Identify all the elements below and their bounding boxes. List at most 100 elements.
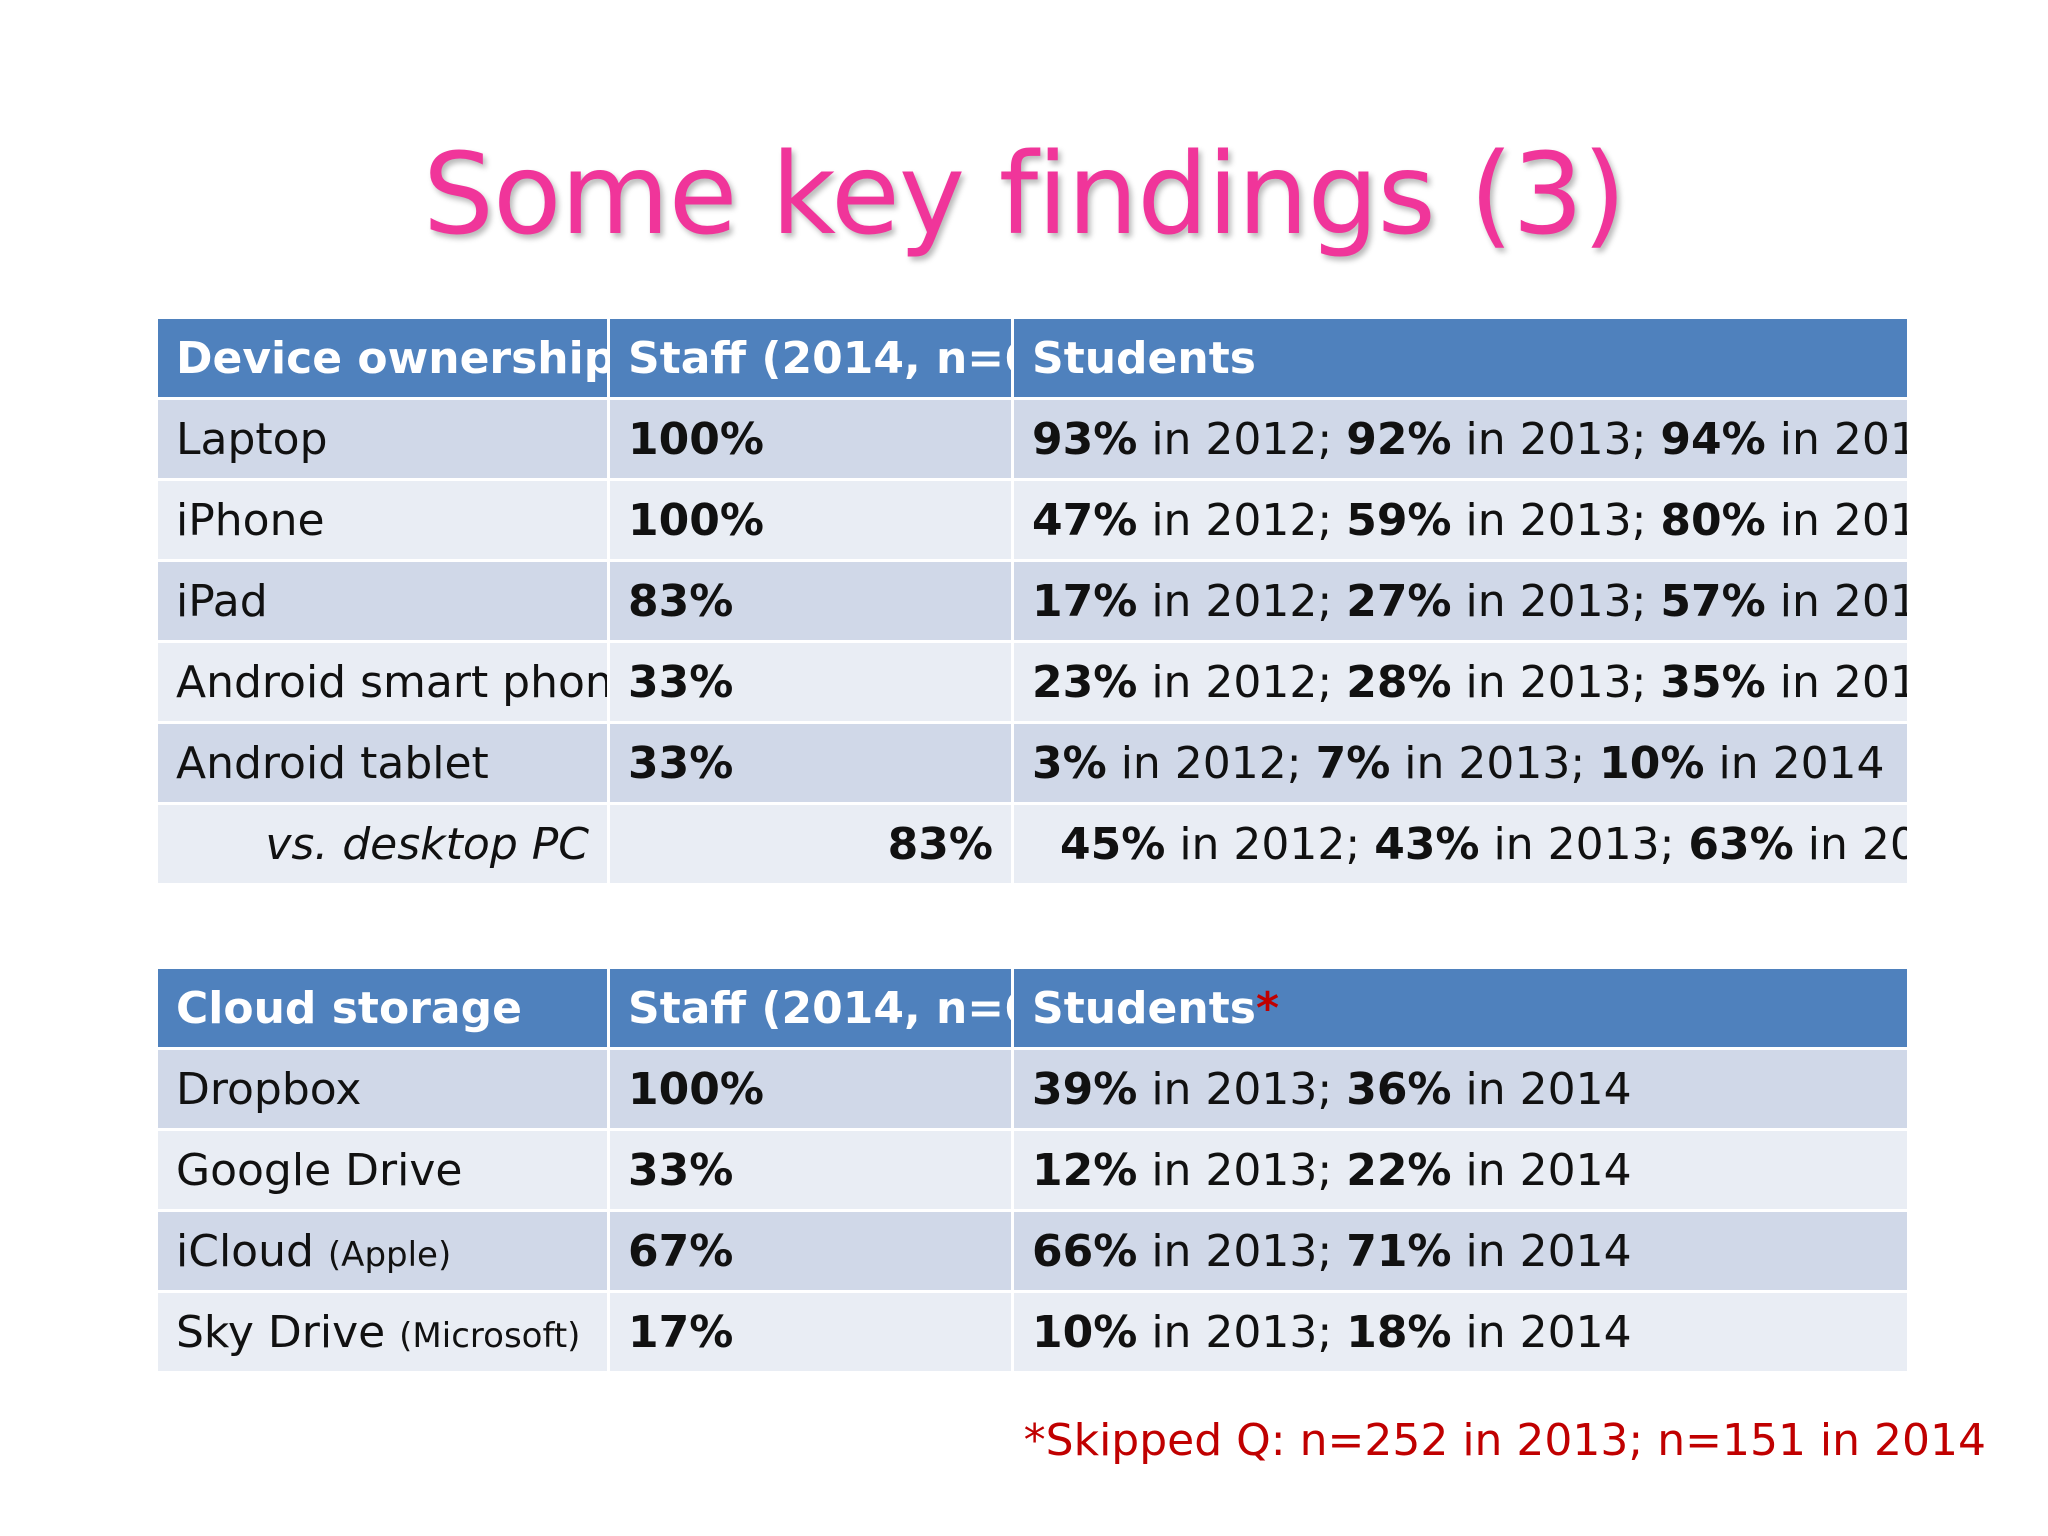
service-cell: Dropbox <box>155 1047 610 1131</box>
value: 93% <box>1032 413 1138 465</box>
students-cell: 3% in 2012; 7% in 2013; 10% in 2014 <box>1011 721 1910 805</box>
value: 36% <box>1346 1063 1452 1115</box>
students-cell: 93% in 2012; 92% in 2013; 94% in 2014 <box>1011 397 1910 481</box>
value: 18% <box>1346 1306 1452 1358</box>
staff-cell: 83% <box>607 802 1014 886</box>
footnote: *Skipped Q: n=252 in 2013; n=151 in 2014 <box>1023 1415 1986 1466</box>
students-cell: 66% in 2013; 71% in 2014 <box>1011 1209 1910 1293</box>
staff-cell: 67% <box>607 1209 1014 1293</box>
asterisk-marker: * <box>1255 982 1279 1034</box>
year-text: in 2014 <box>1779 494 1906 546</box>
value: 35% <box>1660 656 1766 708</box>
staff-cell: 83% <box>607 559 1014 643</box>
students-cell: 10% in 2013; 18% in 2014 <box>1011 1290 1910 1374</box>
year-text: in 2013; <box>1451 575 1661 627</box>
value: 71% <box>1346 1225 1452 1277</box>
year-text: in 2012; <box>1137 575 1347 627</box>
year-text: in 2013; <box>1137 1306 1347 1358</box>
students-cell: 12% in 2013; 22% in 2014 <box>1011 1128 1910 1212</box>
device-cell: Android smart phone <box>155 640 610 724</box>
year-text: in 2013; <box>1479 818 1689 870</box>
header-cloud-storage: Cloud storage <box>155 966 610 1050</box>
year-text: in 2012; <box>1106 737 1316 789</box>
table-header-row: Device ownership Staff (2014, n=6) Stude… <box>155 316 1910 400</box>
value: 92% <box>1346 413 1452 465</box>
service-cell: Google Drive <box>155 1128 610 1212</box>
year-text: in 2013; <box>1451 413 1661 465</box>
device-cell: Laptop <box>155 397 610 481</box>
year-text: in 2013; <box>1137 1225 1347 1277</box>
value: 23% <box>1032 656 1138 708</box>
device-cell: iPad <box>155 559 610 643</box>
table-row: Sky Drive (Microsoft) 17% 10% in 2013; 1… <box>155 1290 1910 1374</box>
year-text: in 2014 <box>1779 656 1906 708</box>
value: 17% <box>1032 575 1138 627</box>
value: 45% <box>1060 818 1166 870</box>
year-text: in 2014 <box>1451 1306 1632 1358</box>
staff-cell: 100% <box>607 478 1014 562</box>
table-row: iPhone 100% 47% in 2012; 59% in 2013; 80… <box>155 478 1910 562</box>
students-cell: 39% in 2013; 36% in 2014 <box>1011 1047 1910 1131</box>
staff-cell: 33% <box>607 640 1014 724</box>
students-cell: 47% in 2012; 59% in 2013; 80% in 2014 <box>1011 478 1910 562</box>
table-row: Laptop 100% 93% in 2012; 92% in 2013; 94… <box>155 397 1910 481</box>
value: 3% <box>1032 737 1107 789</box>
year-text: in 2013; <box>1137 1063 1347 1115</box>
device-cell: Android tablet <box>155 721 610 805</box>
year-text: in 2014 <box>1451 1144 1632 1196</box>
service-cell: iCloud (Apple) <box>155 1209 610 1293</box>
table-row: Android smart phone 33% 23% in 2012; 28%… <box>155 640 1910 724</box>
table-row: Google Drive 33% 12% in 2013; 22% in 201… <box>155 1128 1910 1212</box>
year-text: in 2014 <box>1451 1225 1632 1277</box>
table-row: Dropbox 100% 39% in 2013; 36% in 2014 <box>155 1047 1910 1131</box>
header-staff: Staff (2014, n=6) <box>607 966 1014 1050</box>
value: 94% <box>1660 413 1766 465</box>
year-text: in 2013; <box>1451 656 1661 708</box>
table-row: Android tablet 33% 3% in 2012; 7% in 201… <box>155 721 1910 805</box>
value: 27% <box>1346 575 1452 627</box>
year-text: in 2012; <box>1137 656 1347 708</box>
table-row: iCloud (Apple) 67% 66% in 2013; 71% in 2… <box>155 1209 1910 1293</box>
value: 80% <box>1660 494 1766 546</box>
value: 47% <box>1032 494 1138 546</box>
table-header-row: Cloud storage Staff (2014, n=6) Students… <box>155 966 1910 1050</box>
year-text: in 2012; <box>1137 413 1347 465</box>
staff-cell: 17% <box>607 1290 1014 1374</box>
year-text: in 2012; <box>1165 818 1375 870</box>
device-cell: iPhone <box>155 478 610 562</box>
service-name: Sky Drive <box>176 1306 386 1358</box>
year-text: in 2014 <box>1451 1063 1632 1115</box>
header-device-ownership: Device ownership <box>155 316 610 400</box>
value: 63% <box>1688 818 1794 870</box>
staff-cell: 33% <box>607 721 1014 805</box>
header-students-label: Students <box>1032 982 1256 1034</box>
value: 43% <box>1374 818 1480 870</box>
service-note: (Microsoft) <box>399 1315 581 1356</box>
table-row: vs. desktop PC 83% 45% in 2012; 43% in 2… <box>155 802 1910 886</box>
table-row: iPad 83% 17% in 2012; 27% in 2013; 57% i… <box>155 559 1910 643</box>
cloud-storage-table: Cloud storage Staff (2014, n=6) Students… <box>155 966 1910 1374</box>
value: 66% <box>1032 1225 1138 1277</box>
year-text: in 2014 <box>1704 737 1885 789</box>
year-text: in 2014 <box>1779 413 1906 465</box>
service-note: (Apple) <box>327 1234 452 1275</box>
year-text: in 2013; <box>1451 494 1661 546</box>
service-cell: Sky Drive (Microsoft) <box>155 1290 610 1374</box>
staff-cell: 33% <box>607 1128 1014 1212</box>
value: 10% <box>1599 737 1705 789</box>
service-name: Dropbox <box>176 1063 362 1115</box>
staff-cell: 100% <box>607 1047 1014 1131</box>
value: 12% <box>1032 1144 1138 1196</box>
header-staff: Staff (2014, n=6) <box>607 316 1014 400</box>
device-cell: vs. desktop PC <box>155 802 610 886</box>
service-name: Google Drive <box>176 1144 463 1196</box>
students-cell: 23% in 2012; 28% in 2013; 35% in 2014 <box>1011 640 1910 724</box>
year-text: in 2012; <box>1137 494 1347 546</box>
slide-title: Some key findings (3) <box>422 130 1626 260</box>
value: 39% <box>1032 1063 1138 1115</box>
service-name: iCloud <box>176 1225 314 1277</box>
value: 28% <box>1346 656 1452 708</box>
students-cell: 45% in 2012; 43% in 2013; 63% in 2014 <box>1011 802 1910 886</box>
year-text: in 2014 <box>1807 818 1906 870</box>
